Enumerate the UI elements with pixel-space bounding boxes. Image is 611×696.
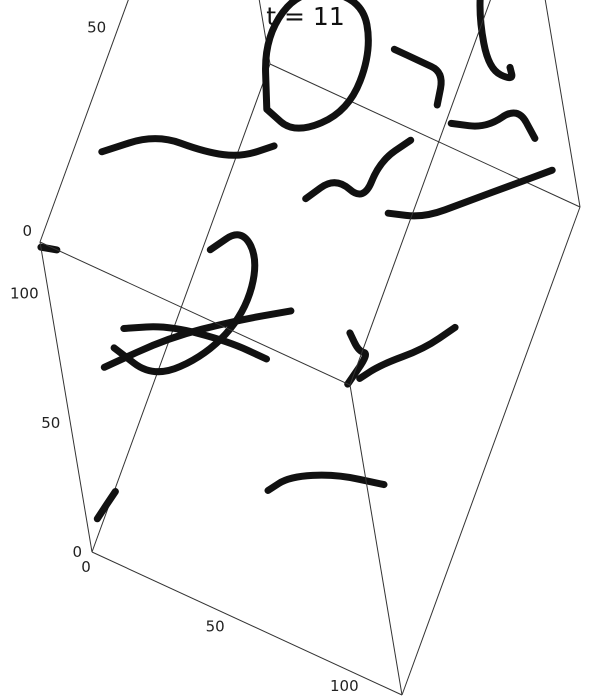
- data-series-curve: [302, 136, 415, 203]
- tick-labels: 050100050100050100: [10, 19, 359, 696]
- box-edge: [258, 0, 271, 65]
- z-tick-label: 50: [41, 414, 60, 432]
- box-edge: [349, 384, 403, 696]
- y-tick-label: 50: [87, 19, 106, 37]
- data-curves: [37, 0, 556, 523]
- data-series-curve: [344, 329, 369, 388]
- x-tick-label: 0: [81, 558, 91, 576]
- box-edge: [91, 551, 403, 696]
- data-series-curve: [390, 45, 445, 109]
- box-edge: [401, 206, 581, 696]
- box-edge: [39, 0, 129, 243]
- z-tick-label: 0: [72, 543, 82, 561]
- box-edge: [91, 63, 271, 553]
- box-front-edges: [39, 0, 581, 696]
- z-tick-label: 100: [10, 285, 39, 303]
- y-tick-label: 0: [22, 222, 32, 240]
- data-series-curve: [93, 488, 119, 523]
- data-series-curve: [120, 323, 270, 363]
- data-series-curve: [262, 0, 372, 132]
- data-series-curve: [447, 109, 539, 142]
- data-series-curve: [264, 471, 388, 494]
- box-edge: [544, 0, 581, 208]
- x-tick-label: 100: [330, 677, 359, 695]
- x-tick-label: 50: [206, 618, 225, 636]
- data-series-curve: [110, 231, 259, 376]
- box-edge: [39, 241, 351, 386]
- data-series-curve: [98, 135, 278, 159]
- box-edge: [269, 63, 581, 208]
- data-series-curve: [356, 323, 459, 382]
- data-series-curve: [476, 0, 516, 82]
- box-edge: [349, 0, 491, 386]
- data-series-curve: [384, 166, 556, 220]
- box-edge: [39, 241, 93, 553]
- box-back-edges: [91, 0, 581, 553]
